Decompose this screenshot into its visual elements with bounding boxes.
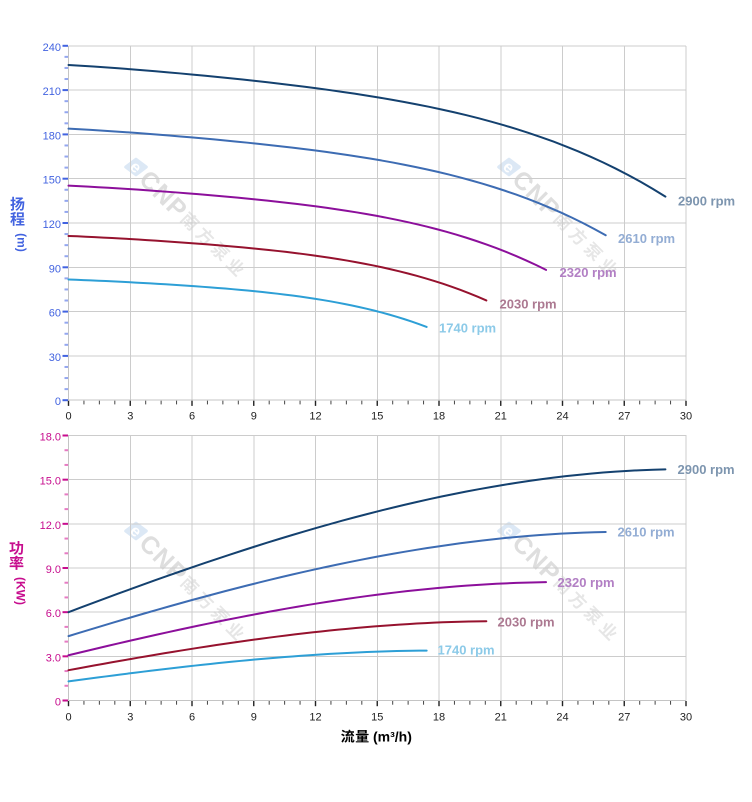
svg-text:6: 6 xyxy=(189,411,195,423)
svg-text:18: 18 xyxy=(433,712,445,724)
svg-text:30: 30 xyxy=(680,712,692,724)
svg-text:2320 rpm: 2320 rpm xyxy=(558,575,615,590)
svg-text:90: 90 xyxy=(49,263,61,275)
svg-text:12: 12 xyxy=(309,411,321,423)
svg-text:15: 15 xyxy=(371,712,383,724)
svg-text:2610 rpm: 2610 rpm xyxy=(618,231,675,246)
svg-text:9: 9 xyxy=(251,712,257,724)
svg-text:12: 12 xyxy=(309,712,321,724)
svg-text:2900 rpm: 2900 rpm xyxy=(678,194,735,209)
svg-text:2030 rpm: 2030 rpm xyxy=(500,297,557,312)
svg-text:60: 60 xyxy=(49,308,61,320)
svg-text:(KW): (KW) xyxy=(14,577,28,605)
svg-text:30: 30 xyxy=(680,411,692,423)
svg-text:27: 27 xyxy=(618,411,630,423)
svg-text:24: 24 xyxy=(556,712,568,724)
svg-text:210: 210 xyxy=(43,86,61,98)
svg-text:0: 0 xyxy=(55,697,61,709)
svg-text:240: 240 xyxy=(43,42,61,54)
svg-text:18: 18 xyxy=(433,411,445,423)
svg-text:120: 120 xyxy=(43,219,61,231)
svg-text:9: 9 xyxy=(251,411,257,423)
svg-text:6: 6 xyxy=(189,712,195,724)
svg-text:3: 3 xyxy=(127,411,133,423)
svg-text:1740 rpm: 1740 rpm xyxy=(438,643,495,658)
svg-text:180: 180 xyxy=(43,130,61,142)
svg-text:12.0: 12.0 xyxy=(40,520,61,532)
svg-text:30: 30 xyxy=(49,352,61,364)
svg-text:0: 0 xyxy=(55,396,61,408)
svg-text:2030 rpm: 2030 rpm xyxy=(498,615,555,630)
svg-text:24: 24 xyxy=(556,411,568,423)
svg-text:27: 27 xyxy=(618,712,630,724)
svg-text:2610 rpm: 2610 rpm xyxy=(618,525,675,540)
svg-text:3: 3 xyxy=(127,712,133,724)
svg-text:21: 21 xyxy=(495,411,507,423)
svg-text:2900 rpm: 2900 rpm xyxy=(678,462,735,477)
svg-text:2320 rpm: 2320 rpm xyxy=(560,265,617,280)
svg-text:(m³/h): (m³/h) xyxy=(373,729,412,745)
svg-text:15: 15 xyxy=(371,411,383,423)
svg-text:6.0: 6.0 xyxy=(46,608,61,620)
svg-text:15.0: 15.0 xyxy=(40,476,61,488)
svg-text:18.0: 18.0 xyxy=(40,432,61,444)
svg-text:9.0: 9.0 xyxy=(46,564,61,576)
svg-text:150: 150 xyxy=(43,175,61,187)
svg-text:1740 rpm: 1740 rpm xyxy=(439,321,496,336)
svg-text:0: 0 xyxy=(65,411,71,423)
svg-text:(m): (m) xyxy=(15,233,29,252)
svg-text:0: 0 xyxy=(65,712,71,724)
svg-text:21: 21 xyxy=(495,712,507,724)
svg-text:3.0: 3.0 xyxy=(46,652,61,664)
